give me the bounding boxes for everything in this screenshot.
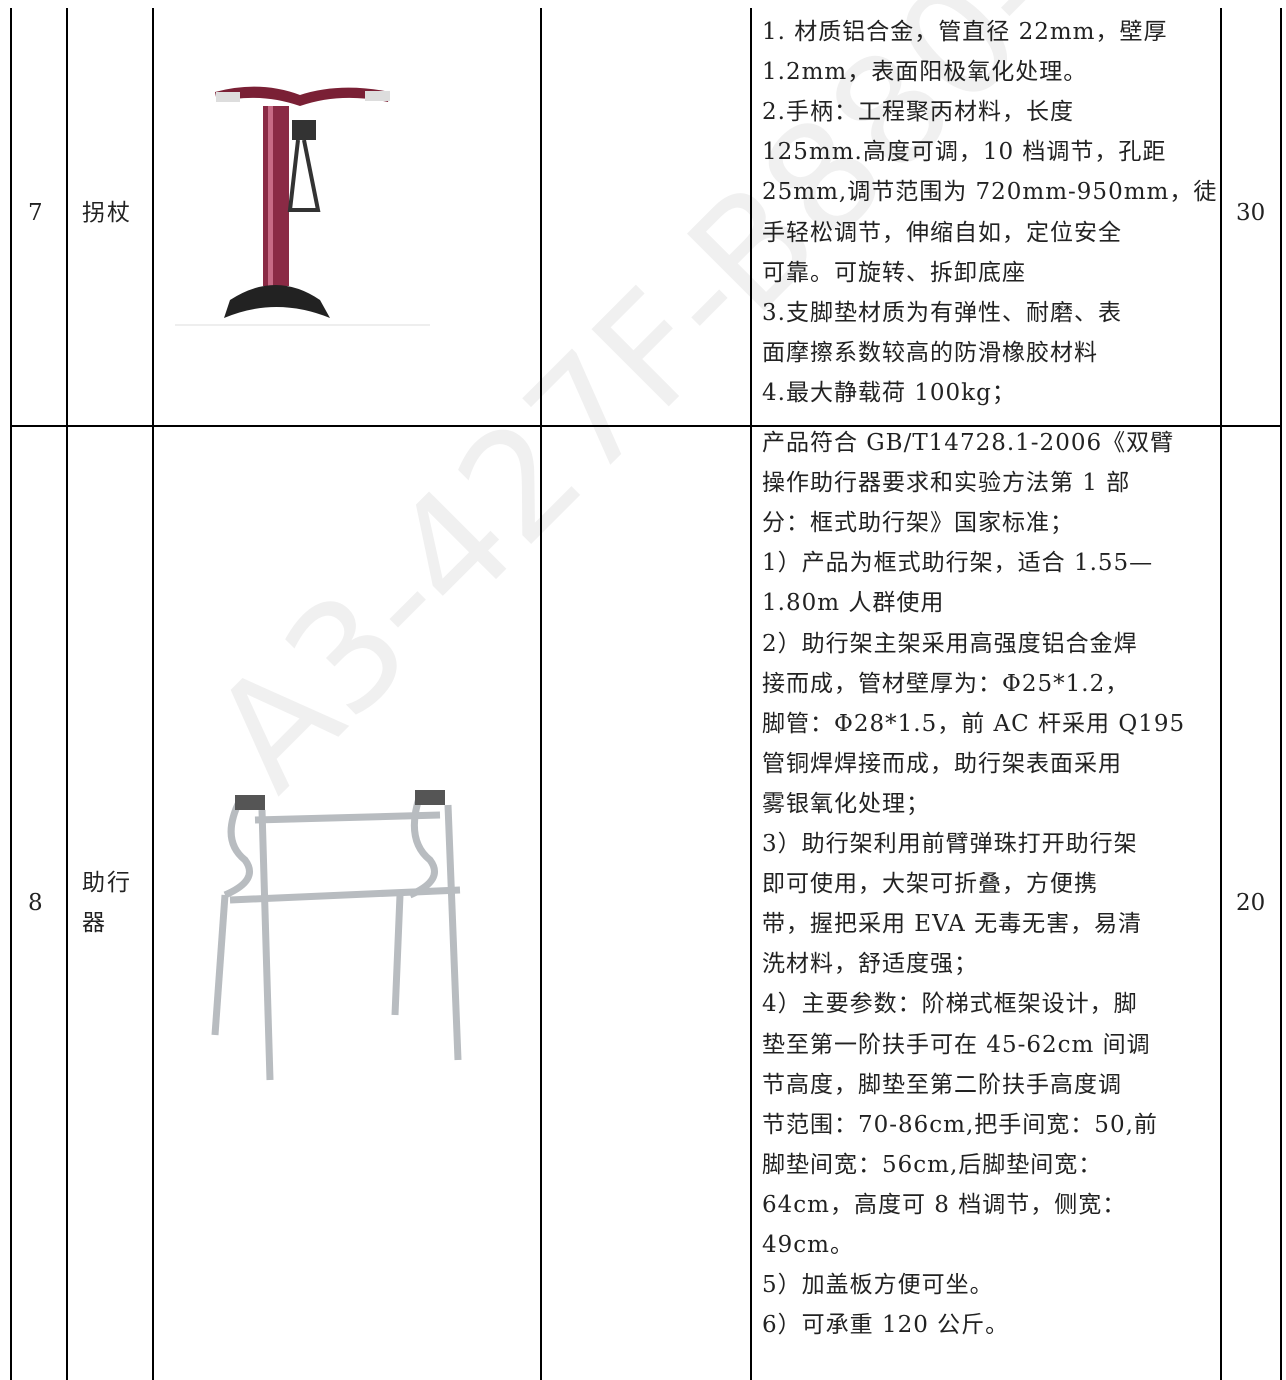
description-line: 125mm.高度可调，10 档调节，孔距 (762, 139, 1167, 166)
column-border (66, 8, 68, 1380)
row-name: 拐杖 (82, 199, 132, 226)
column-border (152, 8, 154, 1380)
description-line: 面摩擦系数较高的防滑橡胶材料 (762, 339, 1098, 366)
row-quantity: 20 (1236, 889, 1266, 916)
description-line: 可靠。可旋转、拆卸底座 (762, 259, 1026, 286)
column-border (1280, 8, 1282, 1380)
description-line: 25mm,调节范围为 720mm-950mm，徒 (762, 179, 1218, 206)
description-line: 脚管：Φ28*1.5，前 AC 杆采用 Q195 (762, 710, 1186, 737)
description-line: 1. 材质铝合金，管直径 22mm，壁厚 (762, 19, 1168, 45)
description-line: 节范围：70-86cm,把手间宽：50,前 (762, 1111, 1158, 1138)
description-line: 雾银氧化处理； (762, 790, 930, 817)
walker-image (211, 790, 462, 1081)
row-name: 助行器 (82, 869, 132, 936)
description-line: 64cm，高度可 8 档调节，侧宽： (762, 1191, 1127, 1218)
description-line: 3.支脚垫材质为有弹性、耐磨、表 (762, 299, 1122, 326)
description-line: 4.最大静载荷 100kg； (762, 379, 1016, 406)
row-number: 8 (28, 889, 43, 916)
column-border (540, 8, 542, 1380)
description-line: 产品符合 GB/T14728.1-2006《双臂 (762, 430, 1175, 456)
description-line: 垫至第一阶扶手可在 45-62cm 间调 (762, 1031, 1151, 1058)
description-line: 脚垫间宽：56cm,后脚垫间宽： (762, 1151, 1103, 1178)
description-line: 6）可承重 120 公斤。 (762, 1312, 1010, 1339)
description-line: 带，握把采用 EVA 无毒无害，易清 (762, 911, 1143, 938)
column-border (750, 8, 752, 1380)
description-line: 节高度，脚垫至第二阶扶手高度调 (762, 1071, 1122, 1098)
description-line: 3）助行架利用前臂弹珠打开助行架 (762, 831, 1138, 857)
description-line: 手轻松调节，伸缩自如，定位安全 (762, 219, 1122, 246)
description-line: 管铜焊焊接而成，助行架表面采用 (762, 750, 1122, 777)
description-line: 2.手柄：工程聚丙材料，长度 (762, 99, 1074, 126)
description-line: 接而成，管材壁厚为：Φ25*1.2， (762, 670, 1130, 697)
description-line: 2）助行架主架采用高强度铝合金焊 (762, 630, 1138, 657)
description-line: 洗材料，舒适度强； (762, 951, 978, 978)
row-number: 7 (28, 199, 43, 226)
description-line: 1）产品为框式助行架，适合 1.55— (762, 550, 1154, 577)
row-border (10, 425, 1282, 427)
description-line: 49cm。 (762, 1232, 854, 1258)
description-line: 5）加盖板方便可坐。 (762, 1272, 994, 1299)
column-border (10, 8, 12, 1380)
description-line: 分：框式助行架》国家标准； (762, 510, 1074, 537)
description-line: 1.2mm，表面阳极氧化处理。 (762, 59, 1088, 86)
column-border (1220, 8, 1222, 1380)
description-line: 即可使用，大架可折叠，方便携 (762, 871, 1098, 898)
row-quantity: 30 (1236, 199, 1266, 226)
description-line: 操作助行器要求和实验方法第 1 部 (762, 470, 1131, 497)
description-line: 1.80m 人群使用 (762, 590, 945, 617)
cane-image (175, 86, 430, 326)
description-line: 4）主要参数：阶梯式框架设计，脚 (762, 991, 1138, 1018)
